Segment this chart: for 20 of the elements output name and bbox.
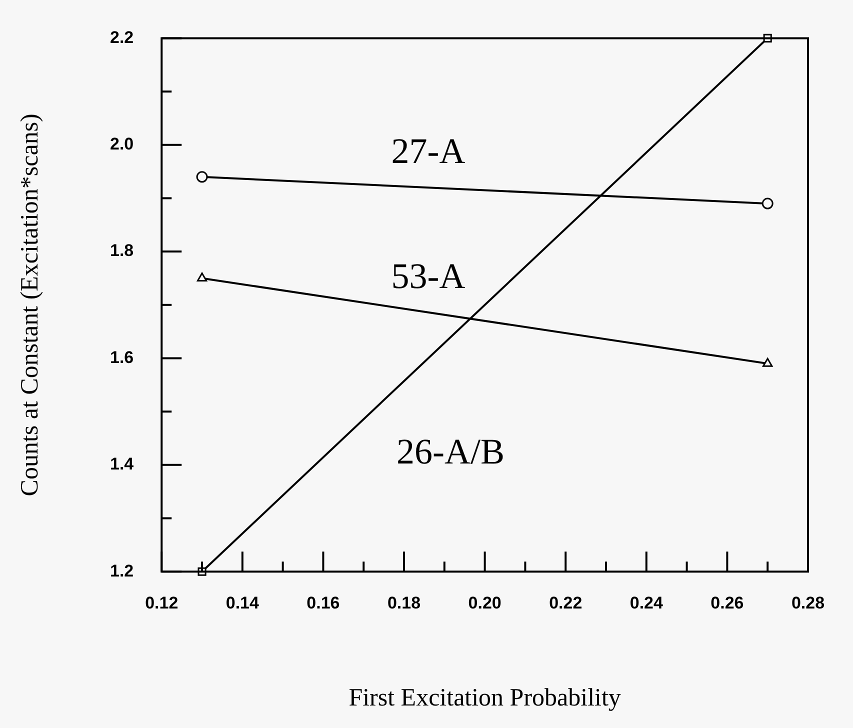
x-tick-label: 0.28: [791, 593, 825, 612]
series-label: 27-A: [391, 131, 466, 172]
y-tick-label: 1.8: [110, 241, 134, 260]
x-axis-title: First Excitation Probability: [348, 684, 622, 712]
x-tick-label: 0.26: [710, 593, 744, 612]
series-label: 26-A/B: [396, 432, 504, 472]
y-tick-label: 1.2: [110, 561, 134, 580]
x-tick-label: 0.12: [145, 593, 178, 612]
y-axis-title: Counts at Constant (Excitation*scans): [16, 114, 44, 496]
x-tick-label: 0.24: [630, 593, 664, 612]
x-tick-label: 0.14: [226, 593, 260, 612]
y-tick-label: 2.0: [110, 134, 134, 154]
y-tick-label: 1.4: [110, 454, 134, 474]
x-tick-label: 0.18: [387, 593, 421, 612]
y-tick-label: 1.6: [110, 348, 134, 367]
x-tick-label: 0.22: [549, 593, 582, 612]
series-label: 53-A: [391, 256, 466, 296]
text: 0.20: [468, 593, 502, 612]
y-tick-label: 2.2: [110, 28, 134, 47]
x-tick-label: 0.16: [306, 593, 340, 612]
